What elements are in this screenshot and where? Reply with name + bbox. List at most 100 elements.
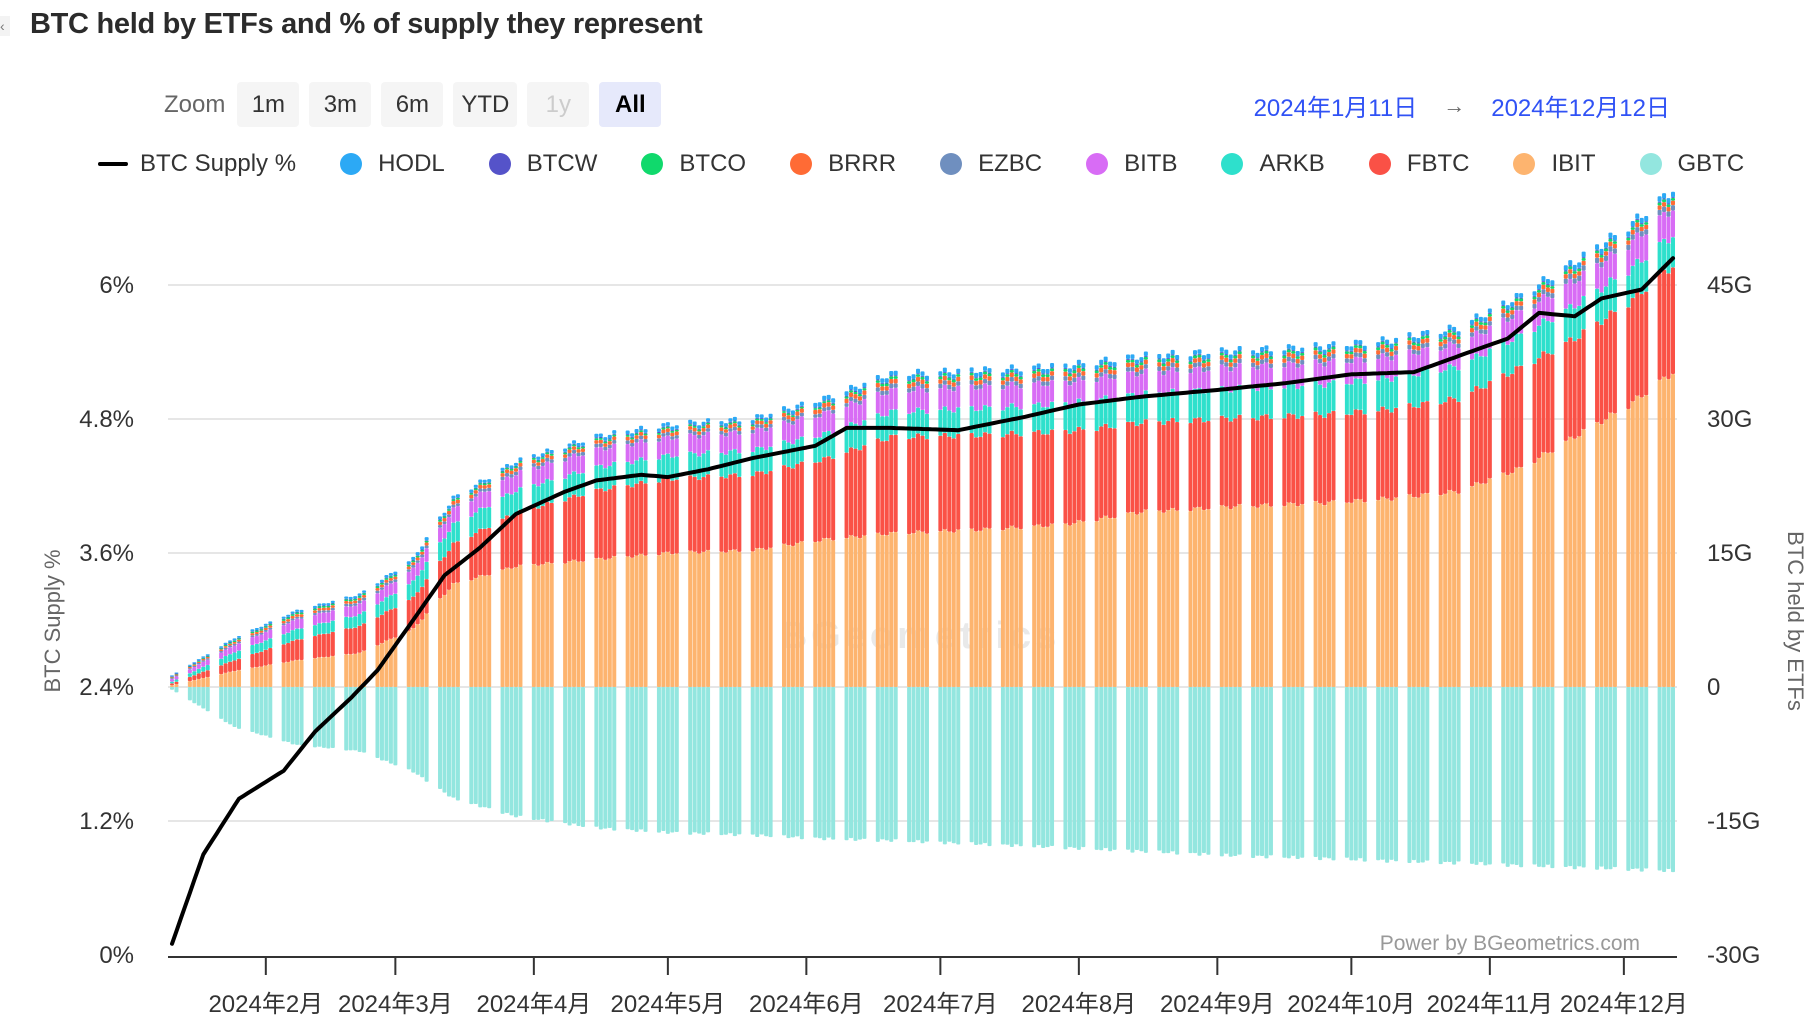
bar-ibit: [987, 528, 992, 687]
bar-brrr: [947, 380, 952, 385]
bar-ezbc: [639, 435, 644, 440]
bar-ezbc: [1425, 342, 1430, 348]
bar-gbtc: [875, 687, 880, 842]
bar-arkb: [1251, 388, 1256, 419]
bar-group: [1161, 358, 1166, 854]
bar-brrr: [1630, 229, 1635, 235]
bar-ibit: [1032, 525, 1037, 687]
legend-item-btcw[interactable]: BTCW: [488, 150, 597, 178]
legend-item-gbtc[interactable]: GBTC: [1639, 150, 1744, 178]
credit-text[interactable]: Power by BGeometrics.com: [1380, 932, 1640, 955]
bar-bitb: [1076, 376, 1081, 399]
legend-item-bitb[interactable]: BITB: [1086, 150, 1177, 178]
bar-btco: [656, 432, 661, 435]
bar-group: [598, 433, 603, 830]
bar-btcw: [598, 437, 603, 438]
bar-fbtc: [1519, 365, 1524, 468]
bar-group: [688, 419, 693, 835]
bar-bitb: [723, 436, 728, 455]
legend-item-arkb[interactable]: ARKB: [1221, 150, 1325, 178]
bar-bitb: [406, 571, 411, 585]
bar-gbtc: [187, 687, 192, 701]
bar-ezbc: [1510, 314, 1515, 319]
legend-item-fbtc[interactable]: FBTC: [1368, 150, 1469, 178]
bar-hodl: [379, 579, 384, 583]
bar-bitb: [1478, 333, 1483, 357]
bar-ezbc: [317, 610, 322, 613]
bar-hodl: [384, 574, 389, 578]
bar-gbtc: [942, 687, 947, 845]
bar-brrr: [478, 484, 483, 489]
legend-item-ezbc[interactable]: EZBC: [940, 150, 1042, 178]
bar-group: [1291, 345, 1296, 856]
bar-btco: [451, 499, 456, 502]
bar-hodl: [643, 429, 648, 433]
bar-hodl: [1206, 353, 1211, 359]
bar-group: [1260, 346, 1265, 857]
zoom-all-button[interactable]: All: [599, 82, 662, 127]
bar-fbtc: [924, 439, 929, 534]
bar-gbtc: [1411, 687, 1416, 861]
bar-btcw: [969, 371, 974, 373]
bar-arkb: [1067, 406, 1072, 434]
bar-btco: [692, 426, 697, 428]
bar-group: [1447, 324, 1452, 862]
bar-gbtc: [228, 687, 233, 725]
bar-ezbc: [1295, 363, 1300, 368]
bar-hodl: [572, 440, 577, 444]
bar-fbtc: [1224, 417, 1229, 507]
bar-btcw: [1505, 309, 1510, 311]
zoom-6m-button[interactable]: 6m: [381, 82, 444, 127]
legend-item-hodl[interactable]: HODL: [340, 150, 445, 178]
legend-item-btc-supply[interactable]: BTC Supply %: [98, 150, 296, 178]
bar-ibit: [1443, 493, 1448, 687]
bar-btco: [572, 444, 577, 447]
bar-group: [737, 421, 742, 835]
bar-fbtc: [1639, 293, 1644, 398]
bar-btcw: [1626, 236, 1631, 238]
bar-ibit: [790, 545, 795, 687]
bar-btcw: [1376, 346, 1381, 348]
bar-fbtc: [1166, 420, 1171, 511]
bar-bitb: [656, 441, 661, 460]
bar-btco: [1595, 250, 1600, 254]
bar-arkb: [1193, 388, 1198, 419]
bar-btco: [500, 471, 505, 474]
bar-ezbc: [813, 414, 818, 418]
bar-btcw: [1501, 304, 1506, 306]
bar-bitb: [1595, 263, 1600, 289]
zoom-ytd-button[interactable]: YTD: [453, 82, 518, 127]
bar-group: [674, 425, 679, 833]
bar-btco: [701, 426, 706, 429]
bar-btcw: [572, 443, 577, 445]
bar-gbtc: [1063, 687, 1068, 850]
bar-bitb: [563, 461, 568, 479]
bar-ibit: [1469, 486, 1474, 687]
bar-gbtc: [1469, 687, 1474, 864]
bar-hodl: [205, 654, 210, 656]
zoom-3m-button[interactable]: 3m: [309, 82, 372, 127]
bar-btco: [424, 540, 429, 543]
bar-hodl: [750, 420, 755, 424]
bar-ezbc: [723, 432, 728, 437]
bar-bitb: [393, 581, 398, 594]
range-to-input[interactable]: 2024年12月12日: [1491, 95, 1670, 122]
bar-fbtc: [1501, 373, 1506, 473]
bar-btco: [406, 564, 411, 567]
zoom-1m-button[interactable]: 1m: [237, 82, 300, 127]
bar-bitb: [893, 387, 898, 410]
range-from-input[interactable]: 2024年1月11日: [1253, 95, 1418, 122]
legend-item-brrr[interactable]: BRRR: [790, 150, 896, 178]
bar-hodl: [1286, 344, 1291, 349]
bar-hodl: [259, 626, 264, 629]
zoom-1y-button[interactable]: 1y: [527, 82, 590, 127]
bar-ibit: [822, 538, 827, 687]
bar-btcw: [607, 438, 612, 440]
legend-item-btco[interactable]: BTCO: [641, 150, 746, 178]
btc-supply-line[interactable]: [170, 256, 1675, 946]
bar-hodl: [755, 414, 760, 418]
close-icon[interactable]: ‹: [0, 16, 10, 36]
legend-item-ibit[interactable]: IBIT: [1513, 150, 1596, 178]
bar-btcw: [768, 417, 773, 419]
